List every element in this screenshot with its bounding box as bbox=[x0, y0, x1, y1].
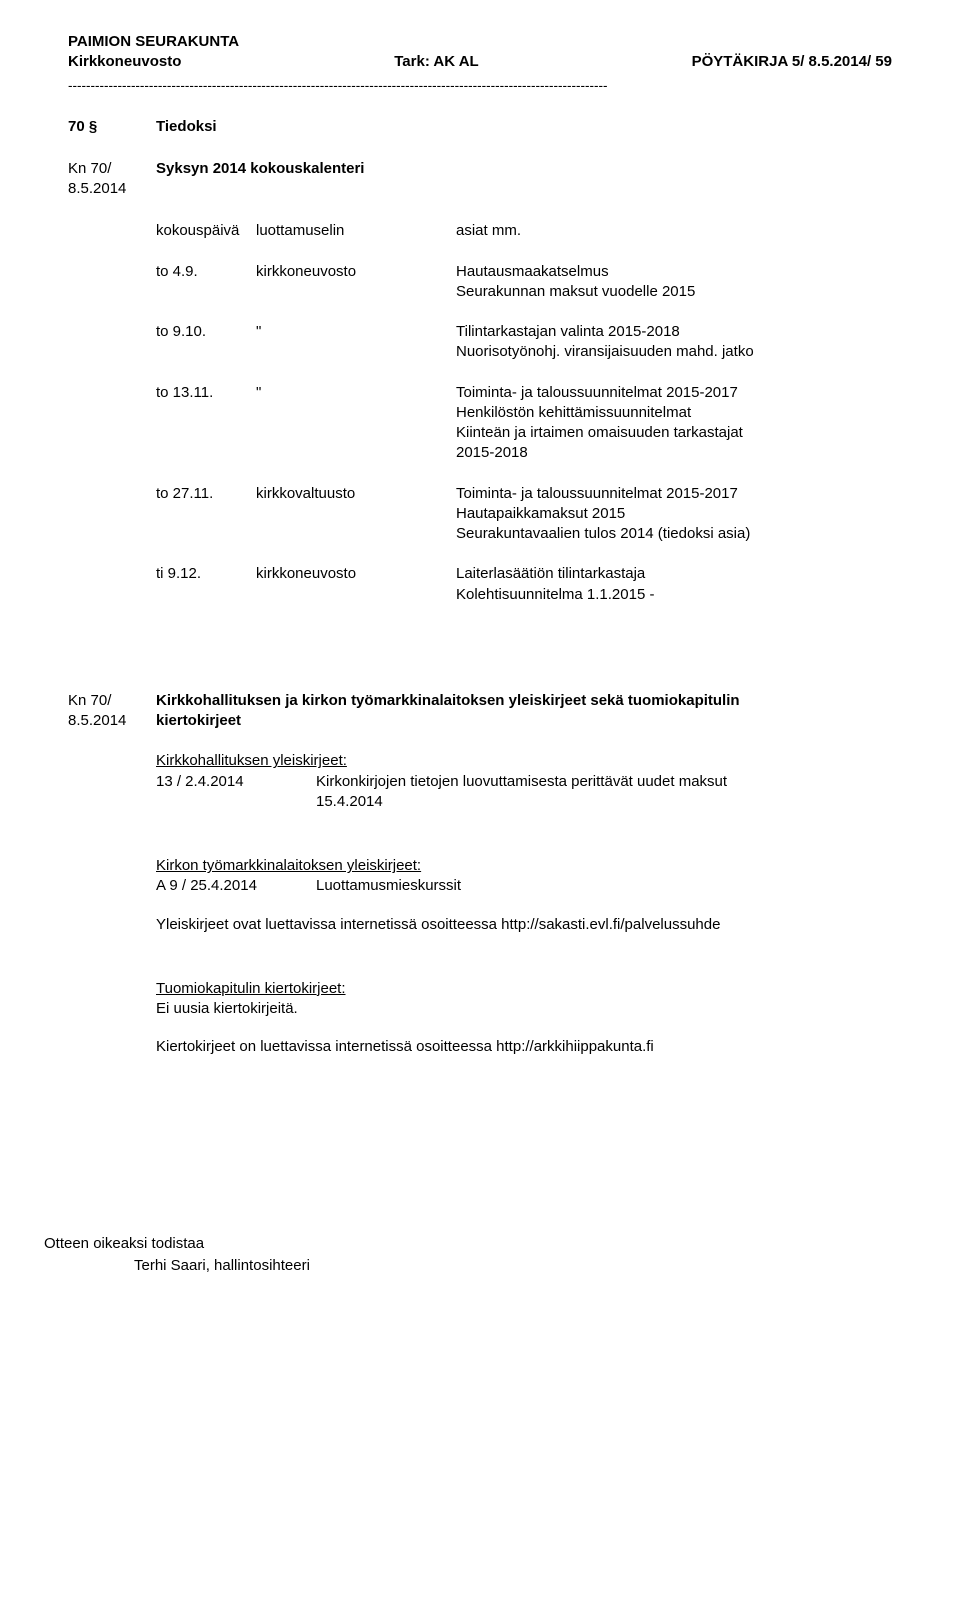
th-body: luottamuselin bbox=[256, 221, 456, 241]
cell-body: kirkkoneuvosto bbox=[256, 262, 456, 303]
table-row: to 13.11. " Toiminta- ja taloussuunnitel… bbox=[156, 383, 892, 464]
table-header-row: kokouspäivä luottamuselin asiat mm. bbox=[156, 221, 892, 241]
cell-body: kirkkoneuvosto bbox=[256, 564, 456, 605]
kh-date: 13 / 2.4.2014 bbox=[156, 772, 316, 813]
kt-heading: Kirkon työmarkkinalaitoksen yleiskirjeet… bbox=[156, 856, 892, 876]
cell-subjects: Toiminta- ja taloussuunnitelmat 2015-201… bbox=[456, 383, 892, 464]
cell-subjects: Toiminta- ja taloussuunnitelmat 2015-201… bbox=[456, 484, 892, 545]
cell-subjects: Laiterlasäätiön tilintarkastaja Kolehtis… bbox=[456, 564, 892, 605]
divider: ----------------------------------------… bbox=[68, 77, 892, 95]
table-row: to 4.9. kirkkoneuvosto Hautausmaakatselm… bbox=[156, 262, 892, 303]
kh-heading: Kirkkohallituksen yleiskirjeet: bbox=[156, 751, 892, 771]
kt-text: Luottamusmieskurssit bbox=[316, 876, 892, 896]
table-row: ti 9.12. kirkkoneuvosto Laiterlasäätiön … bbox=[156, 564, 892, 605]
tk-note: Kiertokirjeet on luettavissa internetiss… bbox=[156, 1037, 892, 1057]
cell-body: " bbox=[256, 322, 456, 363]
subsection-title: Syksyn 2014 kokouskalenteri bbox=[156, 159, 364, 200]
cell-body: " bbox=[256, 383, 456, 464]
table-row: to 9.10. " Tilintarkastajan valinta 2015… bbox=[156, 322, 892, 363]
kn-ref-2: 8.5.2014 bbox=[68, 179, 156, 199]
table-row: 13 / 2.4.2014 Kirkonkirjojen tietojen lu… bbox=[156, 772, 892, 813]
cell-body: kirkkovaltuusto bbox=[256, 484, 456, 545]
yleiskirjeet-note: Yleiskirjeet ovat luettavissa internetis… bbox=[156, 915, 892, 935]
footer-line2: Terhi Saari, hallintosihteeri bbox=[134, 1256, 892, 1276]
th-date: kokouspäivä bbox=[156, 221, 256, 241]
page-header: PAIMION SEURAKUNTA Kirkkoneuvosto Tark: … bbox=[68, 32, 892, 95]
kn-ref-1: Kn 70/ bbox=[68, 691, 156, 711]
kh-text: Kirkonkirjojen tietojen luovuttamisesta … bbox=[316, 772, 892, 813]
checkers: Tark: AK AL bbox=[394, 52, 478, 72]
cell-date: to 9.10. bbox=[156, 322, 256, 363]
table-row: A 9 / 25.4.2014 Luottamusmieskurssit bbox=[156, 876, 892, 896]
subsection-title-2: Kirkkohallituksen ja kirkon työmarkkinal… bbox=[156, 691, 740, 732]
cell-date: ti 9.12. bbox=[156, 564, 256, 605]
cell-subjects: Hautausmaakatselmus Seurakunnan maksut v… bbox=[456, 262, 892, 303]
council-name: Kirkkoneuvosto bbox=[68, 52, 181, 72]
cell-date: to 13.11. bbox=[156, 383, 256, 464]
kn-ref-2: 8.5.2014 bbox=[68, 711, 156, 731]
page-footer: Otteen oikeaksi todistaa Terhi Saari, ha… bbox=[44, 1234, 892, 1277]
cell-subjects: Tilintarkastajan valinta 2015-2018 Nuori… bbox=[456, 322, 892, 363]
cell-date: to 4.9. bbox=[156, 262, 256, 303]
meeting-table: kokouspäivä luottamuselin asiat mm. to 4… bbox=[156, 221, 892, 605]
org-name: PAIMION SEURAKUNTA bbox=[68, 32, 892, 52]
tk-heading: Tuomiokapitulin kiertokirjeet: bbox=[156, 979, 892, 999]
section-number: 70 § bbox=[68, 117, 156, 137]
table-row: to 27.11. kirkkovaltuusto Toiminta- ja t… bbox=[156, 484, 892, 545]
cell-date: to 27.11. bbox=[156, 484, 256, 545]
tk-none: Ei uusia kiertokirjeitä. bbox=[156, 999, 892, 1019]
kn-ref-1: Kn 70/ bbox=[68, 159, 156, 179]
kt-date: A 9 / 25.4.2014 bbox=[156, 876, 316, 896]
footer-line1: Otteen oikeaksi todistaa bbox=[44, 1234, 892, 1254]
doc-ref: PÖYTÄKIRJA 5/ 8.5.2014/ 59 bbox=[692, 52, 892, 72]
section-title: Tiedoksi bbox=[156, 117, 217, 137]
th-subjects: asiat mm. bbox=[456, 221, 892, 241]
